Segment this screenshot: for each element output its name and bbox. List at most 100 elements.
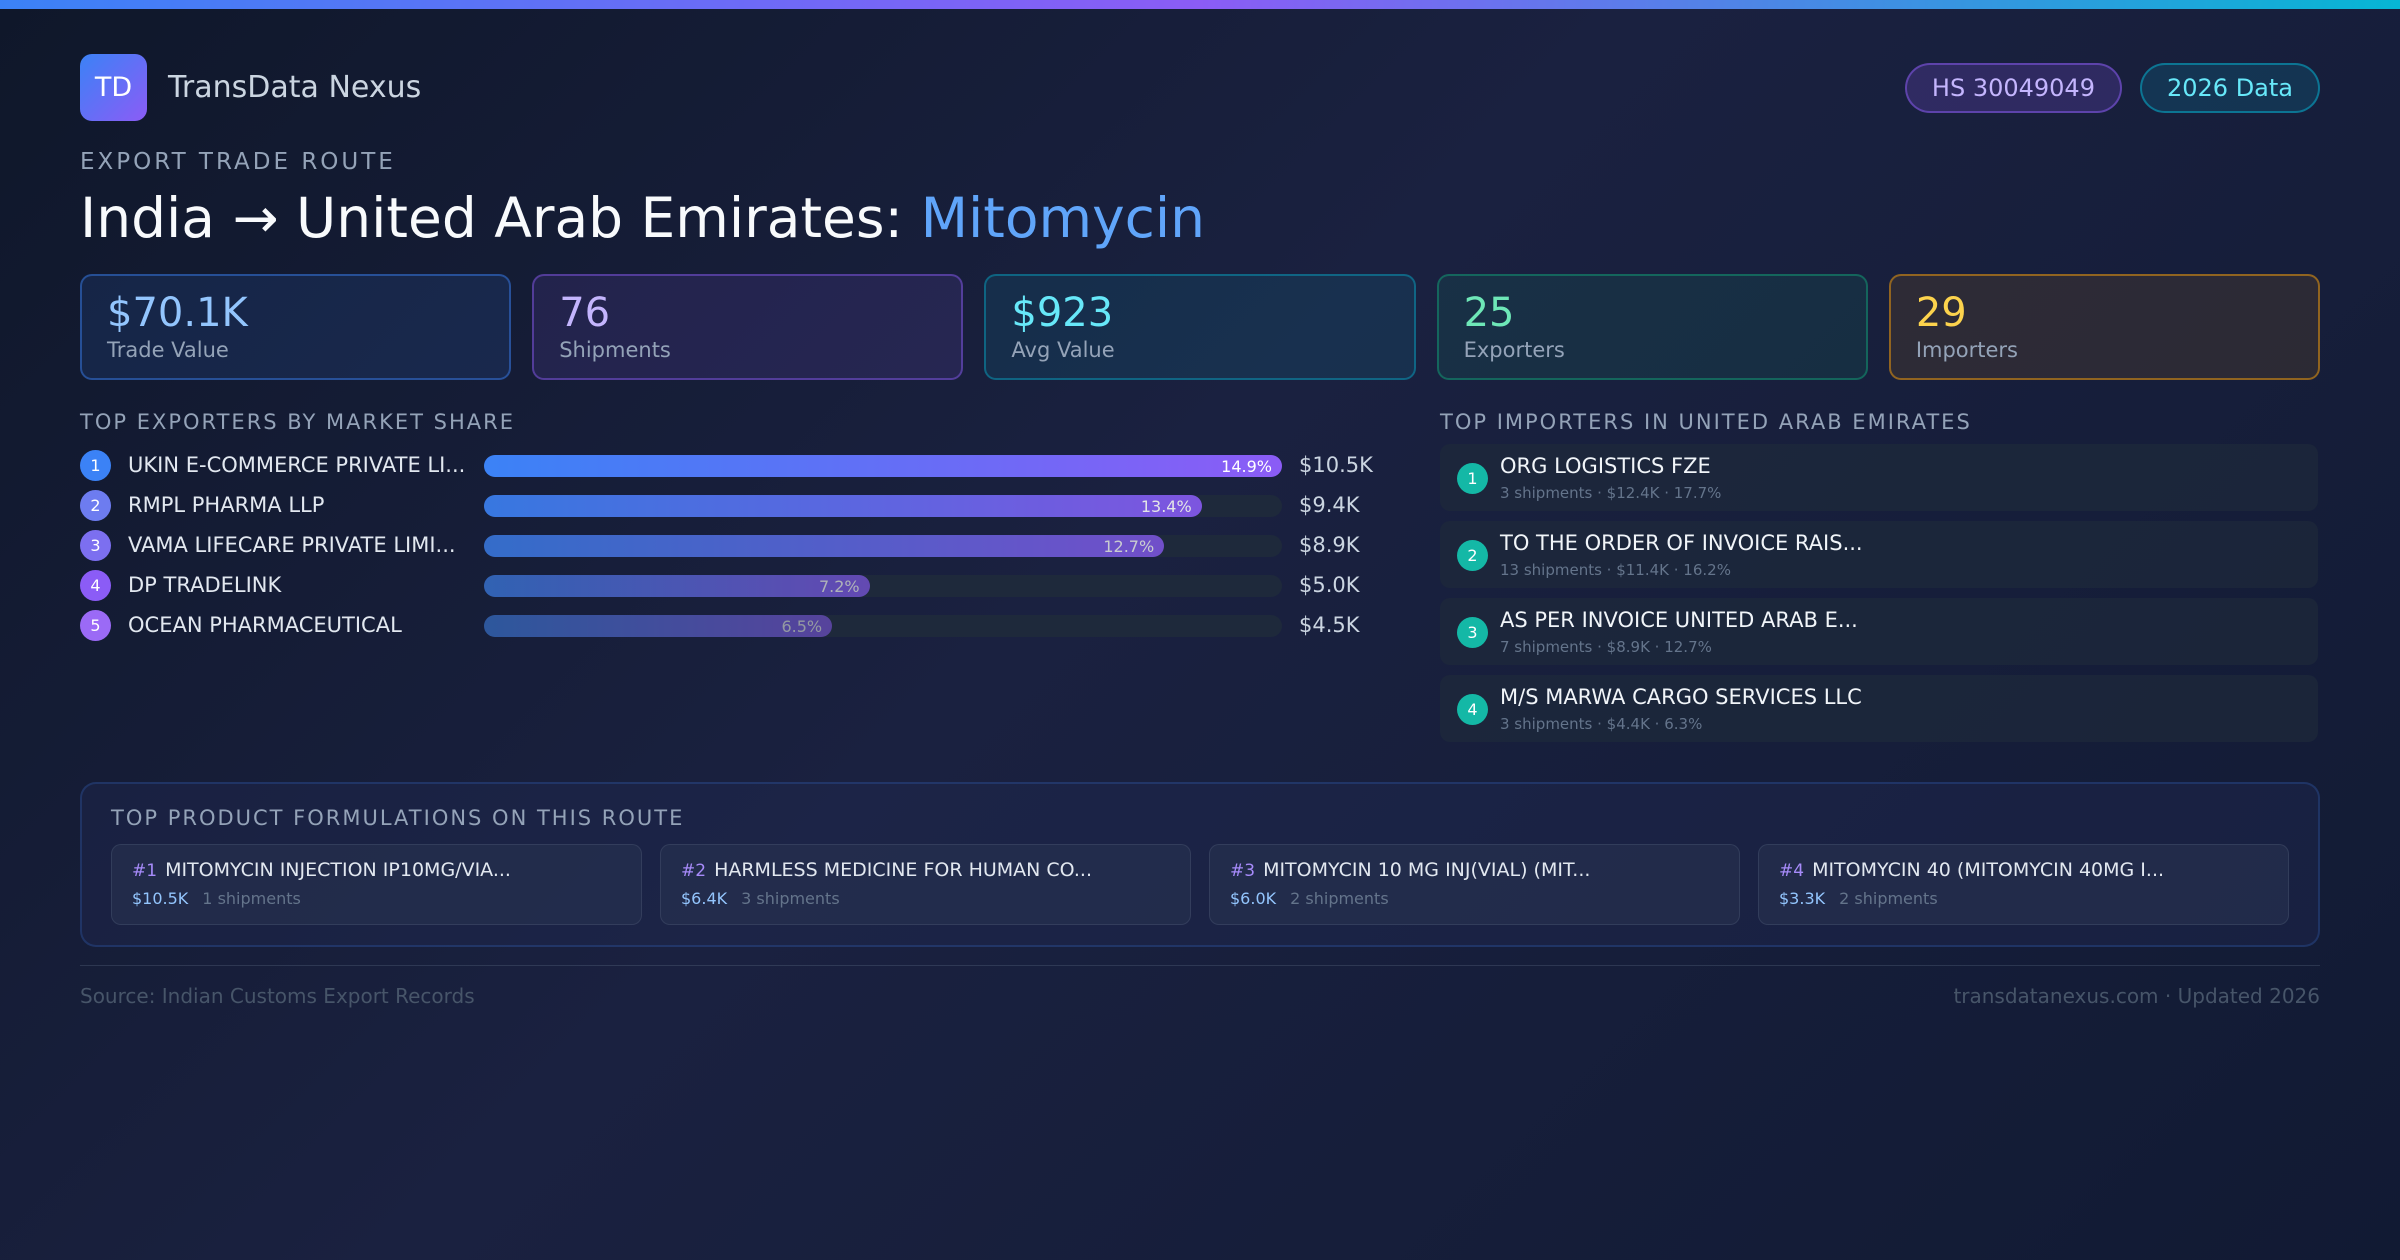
importer-details: 13 shipments · $11.4K · 16.2% bbox=[1500, 561, 1731, 579]
rank: 5 bbox=[80, 610, 111, 641]
exporter-row: 4 DP TRADELINK 7.2% $5.0K bbox=[80, 566, 1370, 606]
formulation-value: $6.0K bbox=[1230, 889, 1277, 908]
exporter-name: RMPL PHARMA LLP bbox=[128, 493, 325, 517]
importer-name: ORG LOGISTICS FZE bbox=[1500, 454, 1711, 478]
section-title: TOP PRODUCT FORMULATIONS ON THIS ROUTE bbox=[111, 806, 685, 830]
formulation-meta: $6.0K 2 shipments bbox=[1230, 889, 1719, 908]
formulation-shipments: 1 shipments bbox=[202, 889, 301, 908]
exporter-row: 1 UKIN E-COMMERCE PRIVATE LI... 14.9% $10.5… bbox=[80, 446, 1373, 486]
stat-card: 29 Importers bbox=[1888, 274, 2321, 380]
exporter-value: $10.5K bbox=[1299, 453, 1373, 477]
exporter-value: $8.9K bbox=[1299, 533, 1360, 557]
formulation-meta: $10.5K 1 shipments bbox=[132, 889, 621, 908]
stat-label: Avg Value bbox=[1011, 338, 1115, 362]
stat-value: 76 bbox=[559, 290, 611, 336]
exporter-row: 5 OCEAN PHARMACEUTICAL 6.5% $4.5K bbox=[80, 606, 1370, 646]
stat-card: $923 Avg Value bbox=[984, 274, 1416, 380]
formulation-card: #2 HARMLESS MEDICINE FOR HUMAN CO... $6.4K… bbox=[660, 844, 1191, 925]
accent-bar bbox=[0, 0, 2400, 9]
stat-value: $70.1K bbox=[107, 290, 248, 336]
bar-track: 7.2% bbox=[484, 575, 1282, 597]
importer-card: 3 AS PER INVOICE UNITED ARAB E... 7 shipme… bbox=[1440, 598, 2318, 665]
stat-card: 25 Exporters bbox=[1436, 274, 1868, 380]
stat-value: 29 bbox=[1915, 290, 1967, 336]
share-label: 14.9% bbox=[1221, 457, 1272, 476]
exporter-name: DP TRADELINK bbox=[128, 573, 282, 597]
bar-track: 14.9% bbox=[484, 455, 1282, 477]
formulation-rank: #3 bbox=[1230, 861, 1256, 881]
formulation-meta: $3.3K 2 shipments bbox=[1779, 889, 2268, 908]
importer-list: 1 ORG LOGISTICS FZE 3 shipments · $12.4K ·… bbox=[1440, 444, 2318, 742]
formulation-rank: #4 bbox=[1779, 861, 1805, 881]
stat-label: Importers bbox=[1915, 338, 2019, 362]
formulation-value: $6.4K bbox=[681, 889, 728, 908]
source: Source: Indian Customs Export Records bbox=[80, 984, 475, 1008]
title: India → United Arab Emirates: Mitomycin bbox=[80, 186, 1205, 250]
formulation-shipments: 3 shipments bbox=[741, 889, 840, 908]
formulation-name: MITOMYCIN 40 (MITOMYCIN 40MG I... bbox=[1812, 859, 2165, 881]
bar: 12.7% bbox=[484, 535, 1165, 557]
exporter-value: $5.0K bbox=[1299, 573, 1360, 597]
share-label: 7.2% bbox=[818, 577, 860, 596]
bar: 14.9% bbox=[484, 455, 1282, 477]
exporter-row: 2 RMPL PHARMA LLP 13.4% $9.4K bbox=[80, 486, 1370, 526]
formulation-name: HARMLESS MEDICINE FOR HUMAN CO... bbox=[714, 859, 1092, 881]
site: transdatanexus.com · Updated 2026 bbox=[1953, 984, 2320, 1008]
importer-details: 3 shipments · $12.4K · 17.7% bbox=[1500, 484, 1722, 502]
importer-name: TO THE ORDER OF INVOICE RAIS... bbox=[1500, 531, 1863, 555]
importer-details: 3 shipments · $4.4K · 6.3% bbox=[1500, 715, 1703, 733]
logo: TD bbox=[80, 54, 147, 121]
bar: 13.4% bbox=[484, 495, 1202, 517]
exporter-value: $9.4K bbox=[1299, 493, 1360, 517]
stat-card: $70.1K Trade Value bbox=[80, 274, 512, 380]
bar: 6.5% bbox=[484, 615, 833, 637]
stat-value: 25 bbox=[1463, 290, 1515, 336]
rank: 2 bbox=[1457, 540, 1488, 571]
stat-value: $923 bbox=[1011, 290, 1114, 336]
product: Mitomycin bbox=[920, 186, 1206, 250]
brand: TransData Nexus bbox=[168, 70, 422, 105]
rank: 4 bbox=[1457, 694, 1488, 725]
badges: HS 30049049 2026 Data bbox=[1904, 63, 2320, 113]
section-title: TOP EXPORTERS BY MARKET SHARE bbox=[80, 410, 516, 434]
divider bbox=[80, 965, 2320, 966]
formulation-value: $10.5K bbox=[132, 889, 189, 908]
formulation-shipments: 2 shipments bbox=[1290, 889, 1389, 908]
formulation-name: MITOMYCIN INJECTION IP10MG/VIA... bbox=[165, 859, 511, 881]
formulation-meta: $6.4K 3 shipments bbox=[681, 889, 1170, 908]
formulation-rank: #2 bbox=[681, 861, 707, 881]
formulation-card: #4 MITOMYCIN 40 (MITOMYCIN 40MG I... $3.3K… bbox=[1758, 844, 2289, 925]
section-title: TOP IMPORTERS IN UNITED ARAB EMIRATES bbox=[1440, 410, 1972, 434]
formulation-head: #3 MITOMYCIN 10 MG INJ(VIAL) (MIT... bbox=[1230, 859, 1719, 881]
formulation-card: #1 MITOMYCIN INJECTION IP10MG/VIA... $10.5… bbox=[111, 844, 642, 925]
importer-card: 1 ORG LOGISTICS FZE 3 shipments · $12.4K ·… bbox=[1440, 444, 2318, 511]
importer-card: 2 TO THE ORDER OF INVOICE RAIS... 13 shipm… bbox=[1440, 521, 2318, 588]
rank: 3 bbox=[80, 530, 111, 561]
formulation-rank: #1 bbox=[132, 861, 158, 881]
formulation-shipments: 2 shipments bbox=[1839, 889, 1938, 908]
formulation-list: #1 MITOMYCIN INJECTION IP10MG/VIA... $10.5… bbox=[111, 844, 2289, 925]
importer-card: 4 M/S MARWA CARGO SERVICES LLC 3 shipments… bbox=[1440, 675, 2318, 742]
rank: 1 bbox=[1457, 463, 1488, 494]
bar-track: 12.7% bbox=[484, 535, 1282, 557]
formulations: TOP PRODUCT FORMULATIONS ON THIS ROUTE #… bbox=[80, 782, 2320, 947]
exporter-row: 3 VAMA LIFECARE PRIVATE LIMI... 12.7% $8.9K bbox=[80, 526, 1370, 566]
share-label: 6.5% bbox=[781, 617, 823, 636]
formulation-head: #2 HARMLESS MEDICINE FOR HUMAN CO... bbox=[681, 859, 1170, 881]
rank: 1 bbox=[80, 450, 111, 481]
share-label: 13.4% bbox=[1140, 497, 1192, 516]
stat-label: Exporters bbox=[1463, 338, 1565, 362]
exporter-name: UKIN E-COMMERCE PRIVATE LI... bbox=[128, 453, 466, 477]
route: India → United Arab Emirates: bbox=[80, 186, 904, 250]
importer-details: 7 shipments · $8.9K · 12.7% bbox=[1500, 638, 1712, 656]
bar-track: 13.4% bbox=[484, 495, 1282, 517]
exporter-list: 1 UKIN E-COMMERCE PRIVATE LI... 14.9% $10.5… bbox=[80, 446, 1373, 646]
importer-name: M/S MARWA CARGO SERVICES LLC bbox=[1500, 685, 1862, 709]
share-label: 12.7% bbox=[1103, 537, 1155, 556]
formulation-card: #3 MITOMYCIN 10 MG INJ(VIAL) (MIT... $6.0K… bbox=[1209, 844, 1740, 925]
badge: 2026 Data bbox=[2139, 63, 2320, 113]
bar: 7.2% bbox=[484, 575, 870, 597]
exporters: TOP EXPORTERS BY MARKET SHARE 1 UKIN E-CO… bbox=[80, 410, 1373, 646]
rank: 4 bbox=[80, 570, 111, 601]
